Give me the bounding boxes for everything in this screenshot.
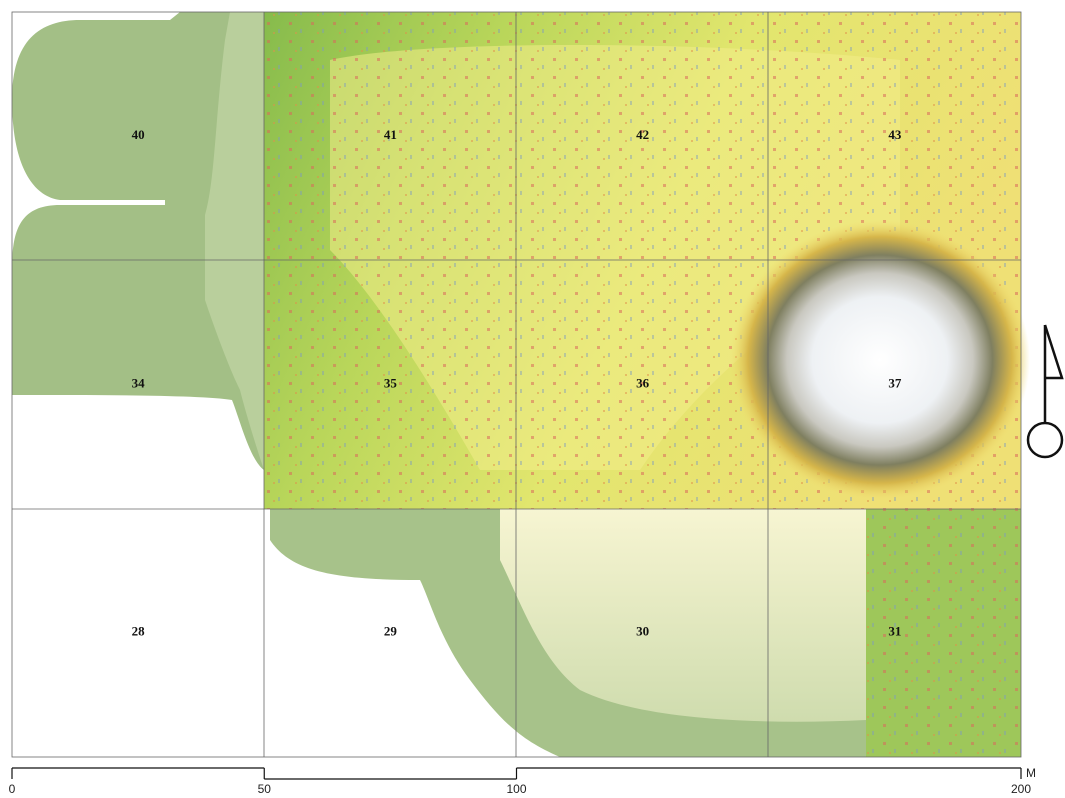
cell-label: 43 [888, 127, 902, 142]
scale-label: 0 [9, 782, 16, 796]
imagery [12, 12, 1030, 757]
cell-label: 34 [132, 375, 146, 390]
scale-bar: 0 50 100 200 M [9, 766, 1036, 796]
cell-label: 31 [888, 624, 901, 639]
cell-label: 41 [384, 127, 397, 142]
anomaly [730, 220, 1030, 500]
north-arrow [1028, 325, 1062, 457]
cell-label: 28 [132, 624, 146, 639]
cell-label: 36 [636, 375, 650, 390]
cell-label: 35 [384, 375, 398, 390]
survey-map: 0 50 100 200 M 40 41 42 43 34 35 36 37 28 29 30 31 [0, 0, 1065, 798]
cell-label: 29 [384, 624, 398, 639]
scale-label: 100 [506, 782, 526, 796]
scale-unit: M [1026, 766, 1036, 780]
scale-label: 200 [1011, 782, 1031, 796]
cell-label: 37 [888, 375, 902, 390]
cell-label: 40 [132, 127, 145, 142]
cell-label: 42 [636, 127, 649, 142]
scale-label: 50 [258, 782, 272, 796]
cell-label: 30 [636, 624, 649, 639]
